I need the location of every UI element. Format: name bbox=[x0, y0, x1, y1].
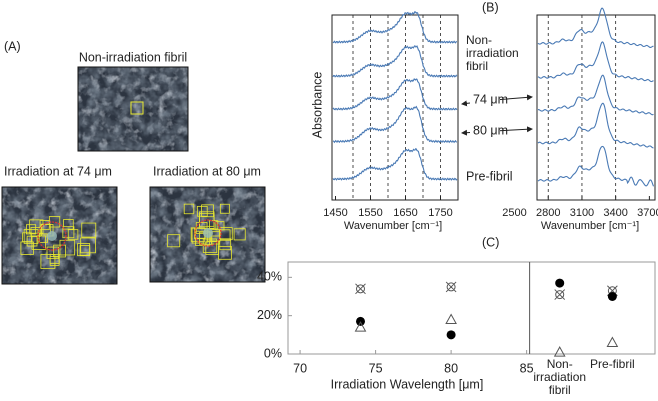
roi-box bbox=[219, 238, 232, 251]
micrograph-texture bbox=[2, 187, 117, 284]
y-tick-label: 20% bbox=[257, 308, 282, 322]
image-caption: Non-irradiation fibril bbox=[79, 50, 187, 64]
micrograph-frame bbox=[149, 186, 266, 283]
x-axis-label: Wavenumber [cm⁻¹] bbox=[541, 220, 639, 232]
roi-box bbox=[199, 211, 215, 227]
spectrum bbox=[537, 102, 654, 149]
x-tick-label: 1550 bbox=[358, 207, 382, 219]
plot-frame bbox=[536, 14, 656, 201]
x-tick-label: 75 bbox=[369, 361, 383, 375]
panel-label: (B) bbox=[482, 0, 499, 14]
spectrum-label: 74 μm bbox=[473, 92, 508, 106]
roi-box bbox=[67, 229, 79, 240]
micrograph-texture bbox=[78, 67, 188, 151]
x-tick-label: 1650 bbox=[393, 207, 417, 219]
spectrum-label: 80 μm bbox=[473, 123, 508, 137]
spectrum bbox=[537, 74, 654, 116]
roi-box bbox=[29, 219, 44, 234]
roi-box bbox=[219, 203, 230, 214]
roi-box bbox=[233, 228, 246, 241]
category-label: Pre-fibril bbox=[590, 357, 635, 371]
point bbox=[606, 336, 619, 347]
roi-box bbox=[46, 246, 59, 260]
y-axis-label: Absorbance bbox=[310, 72, 324, 139]
irradiation-core bbox=[47, 231, 57, 241]
x-tick-label: 3400 bbox=[603, 207, 627, 219]
point bbox=[554, 289, 566, 300]
point bbox=[446, 330, 456, 340]
x-tick-label: 2800 bbox=[536, 207, 560, 219]
plot-frame bbox=[287, 261, 656, 355]
point bbox=[607, 292, 617, 301]
label-bg bbox=[470, 124, 500, 138]
spectrum bbox=[537, 145, 655, 187]
spectrum-label: Pre-fibril bbox=[466, 169, 513, 183]
x-tick-label: 3100 bbox=[570, 207, 594, 219]
roi-box bbox=[218, 245, 232, 260]
irradiation-core bbox=[203, 228, 213, 238]
x-tick-label: 1450 bbox=[323, 207, 347, 219]
roi-box bbox=[40, 254, 56, 269]
spectrum-label: Non-irradiation fibril bbox=[466, 33, 519, 73]
roi-box bbox=[167, 234, 181, 248]
x-tick-label: 80 bbox=[444, 361, 458, 375]
roi-box bbox=[81, 222, 97, 238]
spectrum bbox=[332, 148, 458, 181]
arrow bbox=[493, 94, 533, 101]
arrow bbox=[493, 126, 533, 133]
roi-box bbox=[48, 216, 61, 228]
y-tick-label: 40% bbox=[257, 270, 282, 284]
y-tick-label: 0% bbox=[264, 346, 282, 360]
roi-box bbox=[62, 226, 75, 239]
panel-label: (C) bbox=[482, 235, 499, 249]
spectrum bbox=[332, 78, 458, 111]
x-axis-label: Wavenumber [cm⁻¹] bbox=[344, 220, 442, 232]
roi-box bbox=[63, 219, 74, 230]
point bbox=[354, 321, 367, 332]
micrograph-frame bbox=[77, 66, 189, 152]
x-tick-label: 2500 bbox=[502, 207, 526, 219]
panel-label: (A) bbox=[4, 39, 21, 53]
label-bg bbox=[470, 93, 500, 107]
roi-box bbox=[79, 245, 91, 256]
roi-box bbox=[130, 101, 144, 115]
category-label: Non-irradiation fibril bbox=[533, 357, 587, 397]
point bbox=[355, 283, 366, 295]
irradiation-spot bbox=[37, 221, 67, 251]
x-axis-label: Irradiation Wavelength [μm] bbox=[331, 377, 484, 391]
spectrum bbox=[332, 10, 457, 44]
image-caption: Irradiation at 80 μm bbox=[153, 164, 261, 178]
x-tick-label: 70 bbox=[293, 361, 307, 375]
roi-box bbox=[26, 235, 38, 247]
roi-box bbox=[196, 205, 208, 217]
spectrum bbox=[332, 105, 458, 144]
irradiation-spot bbox=[194, 219, 222, 247]
image-caption: Irradiation at 74 μm bbox=[4, 164, 112, 178]
x-tick-label: 85 bbox=[520, 361, 534, 375]
spectrum bbox=[537, 41, 654, 83]
spectrum bbox=[332, 44, 458, 78]
micrograph-frame bbox=[1, 186, 118, 285]
point bbox=[445, 281, 457, 293]
roi-box bbox=[201, 204, 214, 218]
roi-box bbox=[53, 244, 66, 258]
point bbox=[553, 346, 566, 357]
spectrum bbox=[537, 7, 654, 48]
point bbox=[445, 313, 457, 324]
point bbox=[555, 278, 565, 288]
roi-box bbox=[183, 203, 195, 215]
x-tick-label: 1750 bbox=[428, 207, 452, 219]
plot-frame bbox=[331, 14, 459, 201]
